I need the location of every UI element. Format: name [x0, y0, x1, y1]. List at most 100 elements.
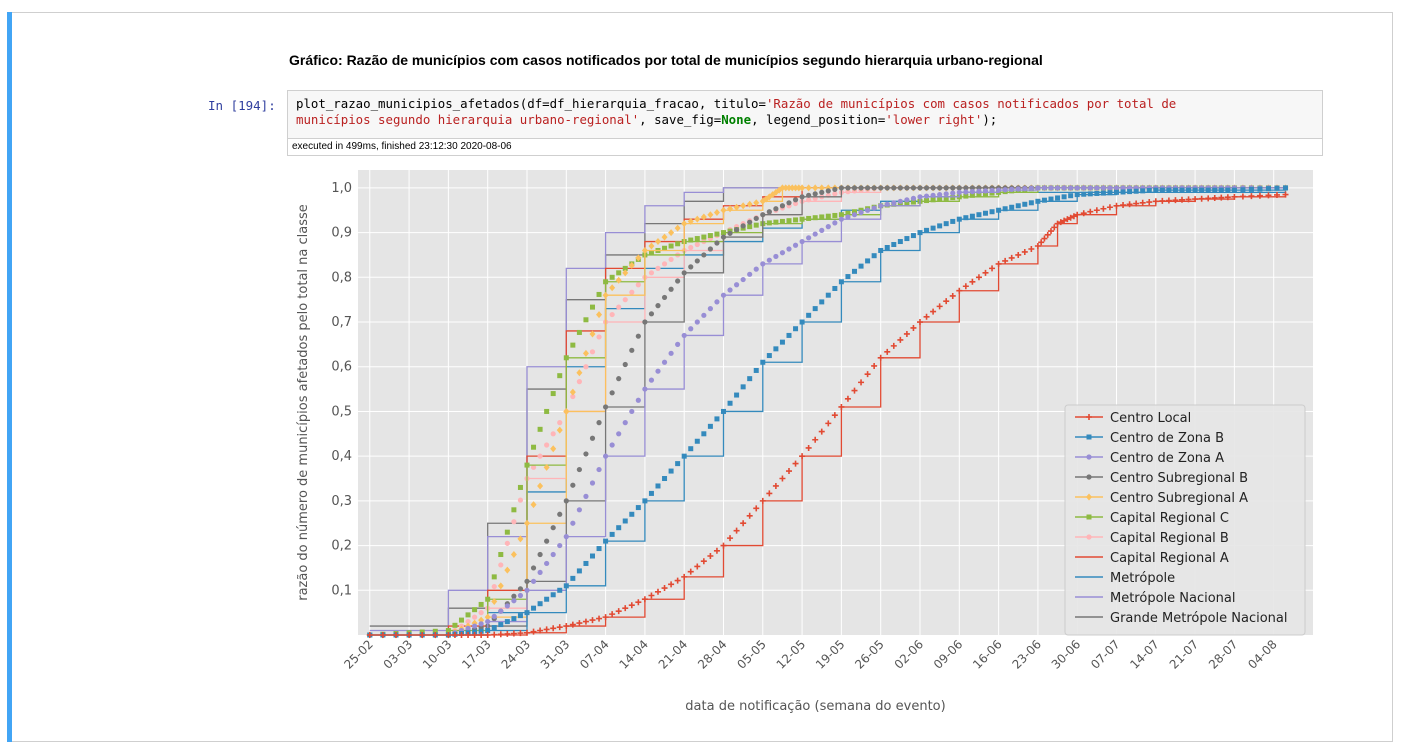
- data-point: [668, 468, 674, 474]
- data-point: [668, 286, 674, 292]
- data-point: [962, 283, 969, 290]
- data-point: [832, 220, 838, 226]
- x-tick-label: 07-04: [577, 637, 612, 672]
- data-point: [531, 444, 537, 450]
- data-point: [674, 224, 681, 232]
- data-point: [1057, 219, 1064, 226]
- data-point: [478, 632, 485, 638]
- data-point: [714, 240, 720, 246]
- data-point: [878, 185, 884, 191]
- data-point: [557, 542, 563, 549]
- data-point: [609, 311, 615, 318]
- data-point: [491, 631, 498, 638]
- data-point: [930, 197, 936, 203]
- data-point: [523, 519, 530, 527]
- data-point: [602, 404, 609, 410]
- data-point: [445, 628, 451, 634]
- y-tick-label: 1,0: [331, 181, 352, 196]
- data-point: [1199, 187, 1205, 193]
- data-point: [851, 268, 857, 274]
- data-point: [773, 346, 779, 352]
- data-point: [753, 505, 760, 512]
- line-chart: 25-02 03-03 10-03 17-03 24-03 31-03 07-04 14-04…: [296, 170, 1313, 714]
- data-point: [570, 482, 576, 488]
- data-point: [517, 535, 524, 543]
- code-editor[interactable]: plot_razao_municipios_afetados(df=df_hie…: [287, 90, 1323, 139]
- data-point: [795, 184, 802, 192]
- data-point: [1256, 192, 1263, 199]
- data-point: [845, 274, 851, 280]
- y-axis-label: razão do número de municípios afetados p…: [296, 204, 311, 601]
- data-point: [531, 605, 537, 611]
- data-point: [504, 630, 511, 637]
- data-point: [1231, 187, 1237, 193]
- data-point: [806, 312, 812, 318]
- data-point: [379, 632, 386, 638]
- data-point: [1107, 185, 1113, 191]
- legend-entry: Capital Regional B: [1110, 531, 1229, 546]
- data-point: [1087, 185, 1093, 191]
- x-tick-label: 28-04: [695, 637, 730, 672]
- legend-entry: Metrópole: [1110, 571, 1175, 586]
- data-point: [1035, 198, 1041, 204]
- data-point: [1070, 213, 1077, 220]
- data-point: [550, 525, 556, 531]
- data-point: [910, 324, 917, 331]
- data-point: [805, 444, 812, 451]
- x-tick-label: 14-07: [1127, 637, 1162, 672]
- data-point: [819, 189, 825, 195]
- data-point: [904, 200, 910, 206]
- x-tick-label: 25-02: [341, 637, 376, 672]
- data-point: [635, 505, 641, 511]
- data-point: [452, 622, 458, 628]
- data-point: [772, 188, 779, 196]
- data-point: [740, 276, 746, 283]
- data-point: [871, 205, 877, 211]
- data-point: [1127, 189, 1133, 195]
- data-point: [956, 216, 962, 222]
- data-point: [976, 192, 982, 198]
- data-point: [701, 234, 707, 240]
- data-point: [523, 629, 530, 636]
- data-point: [871, 253, 877, 259]
- data-point: [557, 420, 563, 426]
- data-point: [747, 219, 753, 225]
- data-point: [687, 568, 694, 575]
- data-point: [806, 215, 812, 221]
- data-point: [845, 185, 851, 191]
- data-point: [504, 619, 510, 625]
- data-point: [688, 326, 694, 332]
- data-point: [478, 610, 484, 616]
- x-tick-label: 28-07: [1206, 637, 1241, 672]
- data-point: [975, 274, 982, 281]
- data-point: [655, 483, 661, 489]
- data-point: [832, 191, 838, 197]
- data-point: [616, 304, 622, 310]
- data-point: [609, 274, 615, 280]
- data-point: [760, 359, 766, 365]
- data-point: [1002, 206, 1008, 212]
- data-point: [864, 207, 871, 213]
- data-point: [825, 188, 831, 194]
- data-point: [1086, 434, 1092, 440]
- data-point: [891, 242, 897, 248]
- data-point: [1021, 248, 1028, 255]
- data-point: [596, 615, 603, 622]
- data-point: [740, 223, 746, 229]
- data-point: [687, 217, 694, 225]
- data-point: [1064, 216, 1071, 223]
- data-point: [629, 347, 635, 353]
- data-point: [799, 216, 805, 222]
- data-point: [779, 250, 786, 256]
- data-point: [904, 236, 910, 242]
- data-point: [910, 199, 916, 205]
- data-point: [1248, 193, 1255, 200]
- data-point: [615, 608, 622, 615]
- data-point: [753, 215, 759, 222]
- data-point: [491, 583, 497, 590]
- data-point: [976, 188, 982, 194]
- data-point: [517, 592, 524, 599]
- data-point: [688, 244, 694, 251]
- data-point: [497, 631, 504, 638]
- data-point: [1094, 185, 1100, 191]
